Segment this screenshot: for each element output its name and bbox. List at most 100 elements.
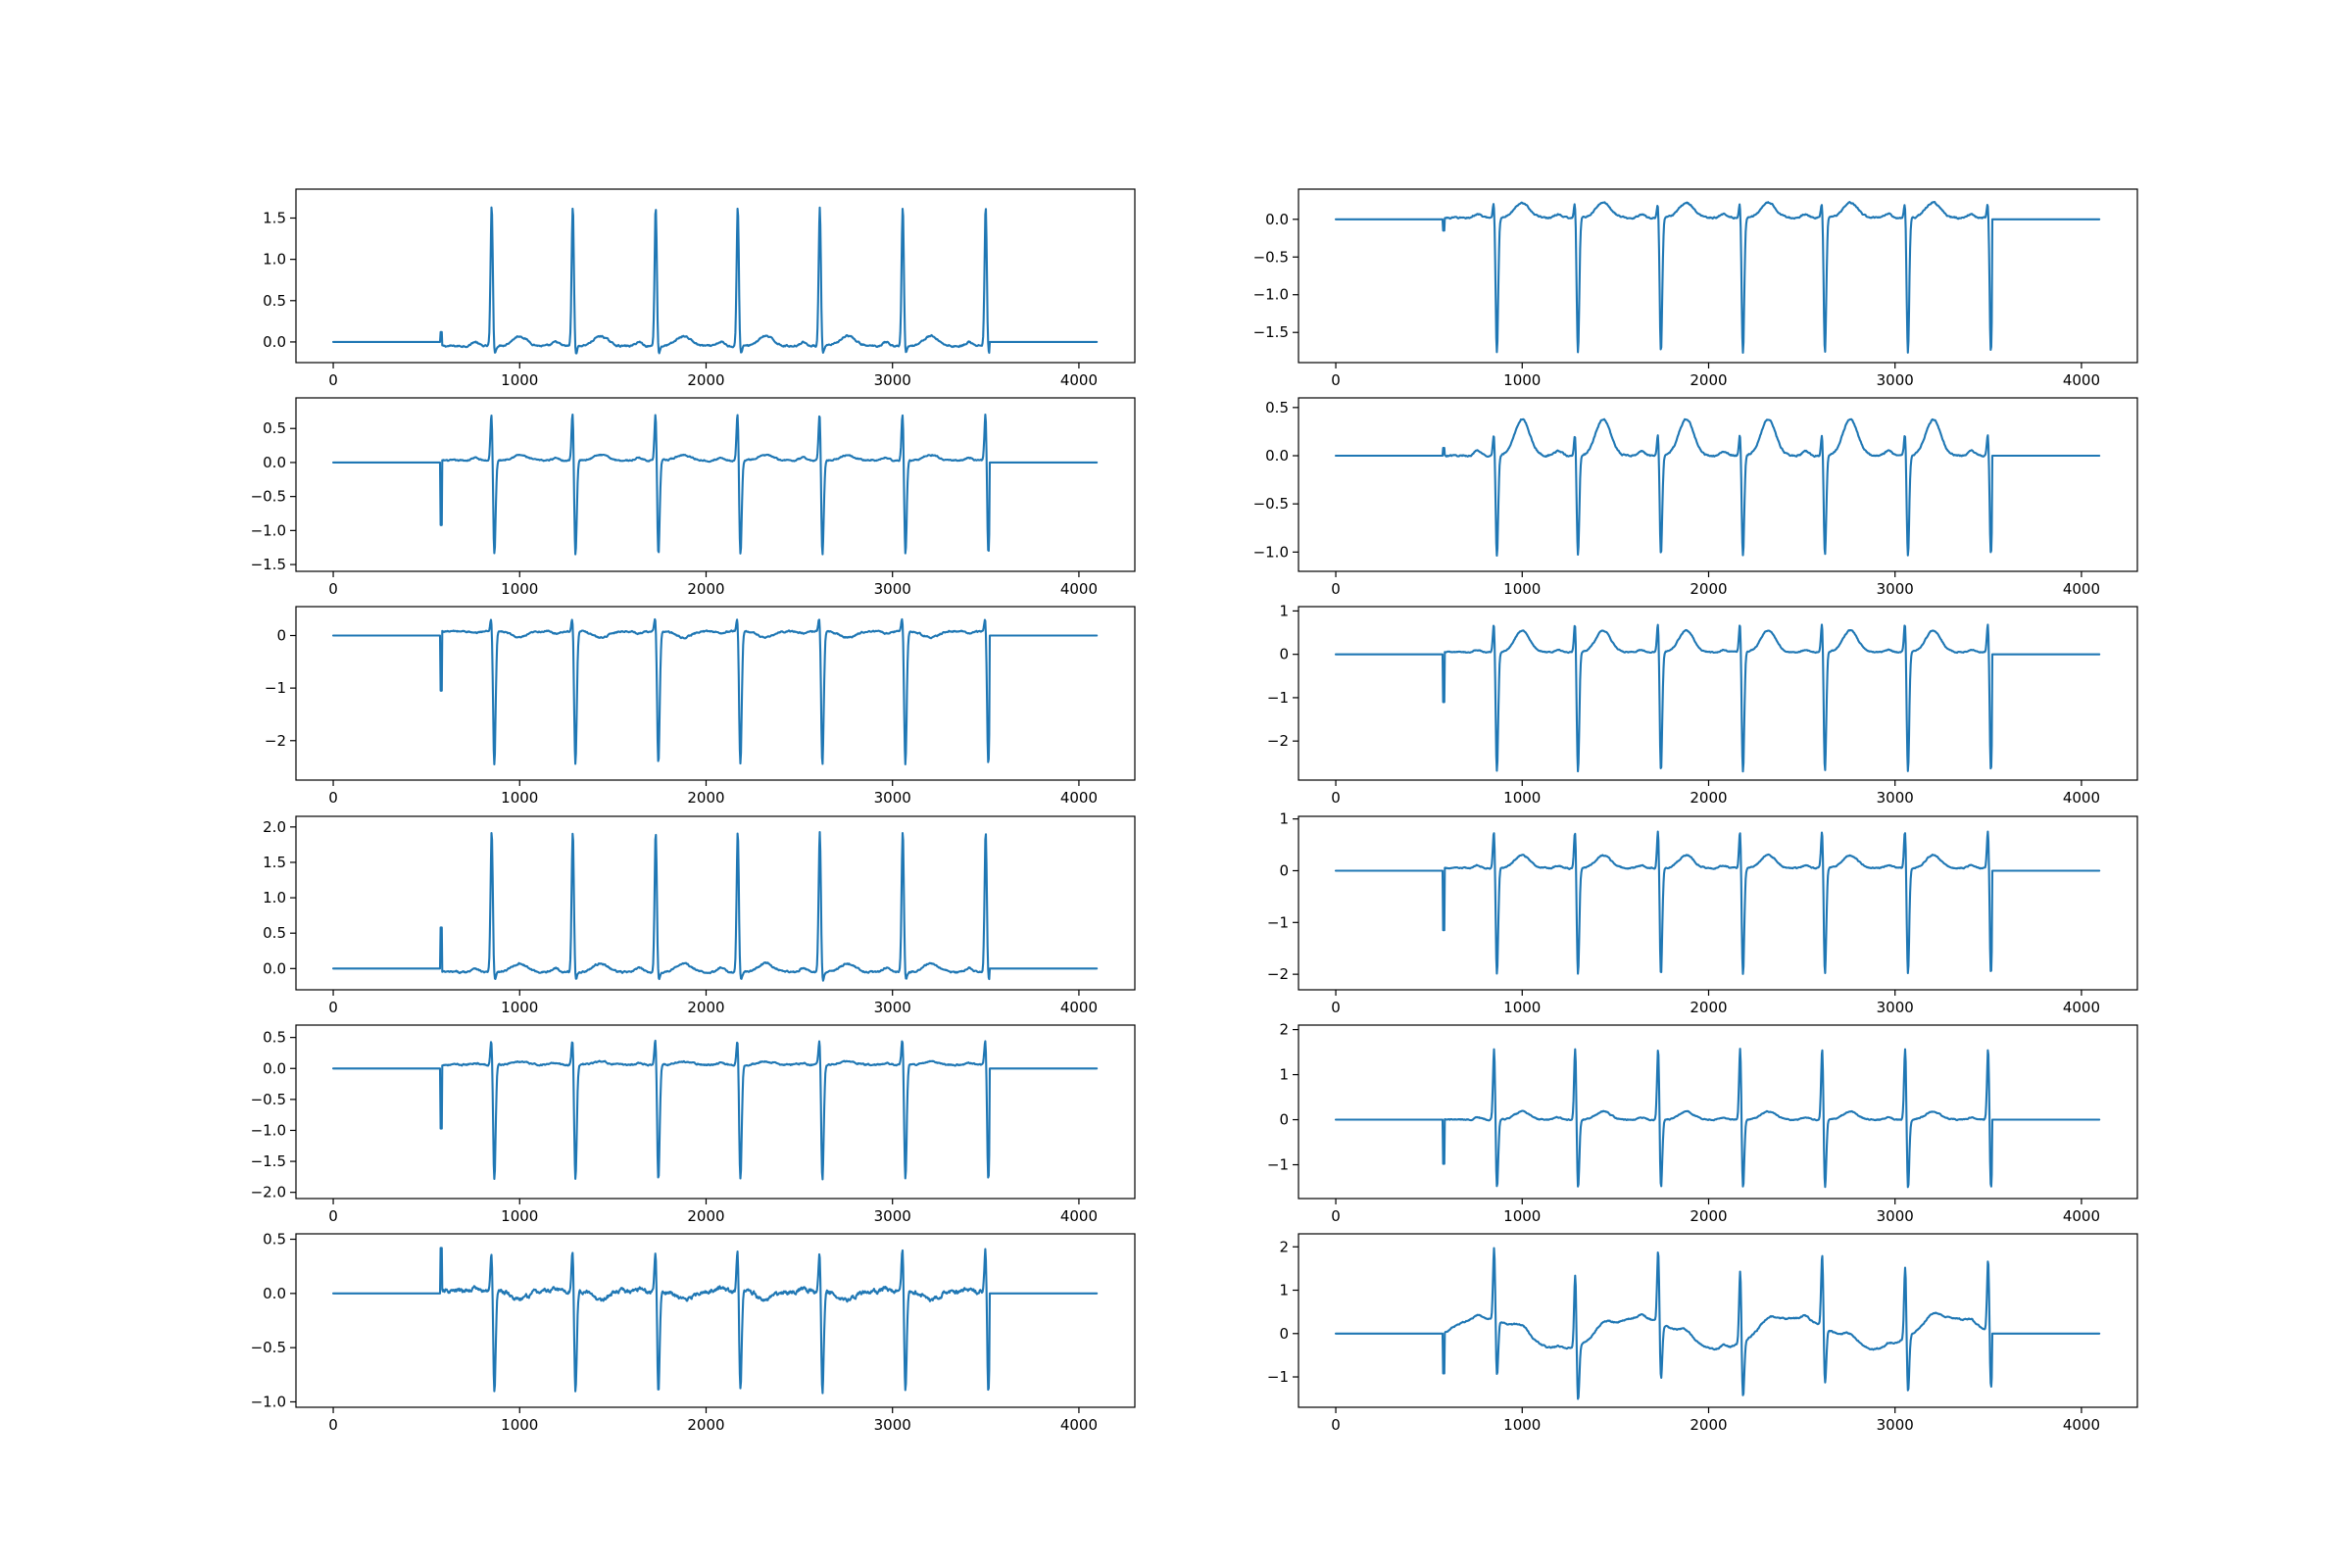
y-tick-label: −2.0 [251, 1184, 286, 1201]
y-tick-label: 0 [1279, 1111, 1289, 1129]
y-tick-label: 0.0 [263, 454, 286, 471]
x-tick-label: 3000 [874, 580, 911, 598]
y-tick-label: −1 [1267, 689, 1289, 707]
y-tick-label: −2 [1267, 965, 1289, 983]
x-tick-label: 3000 [1877, 371, 1914, 389]
y-tick-label: −1.0 [251, 1393, 286, 1410]
y-tick-label: 0 [1279, 1325, 1289, 1343]
y-tick-label: 1.5 [263, 210, 286, 227]
x-tick-label: 1000 [501, 1416, 538, 1434]
x-tick-label: 3000 [1877, 1416, 1914, 1434]
y-tick-label: −1.5 [251, 556, 286, 573]
y-tick-label: −2 [1267, 732, 1289, 750]
y-tick-label: −1.0 [251, 1121, 286, 1139]
x-tick-label: 2000 [687, 580, 724, 598]
y-tick-label: 0.5 [263, 1029, 286, 1047]
x-tick-label: 3000 [874, 1207, 911, 1225]
y-tick-label: 0.0 [263, 1059, 286, 1077]
x-tick-label: 0 [328, 580, 338, 598]
x-tick-label: 3000 [1877, 580, 1914, 598]
x-tick-label: 4000 [2063, 789, 2100, 807]
y-tick-label: 0 [1279, 646, 1289, 663]
y-tick-label: −0.5 [1253, 248, 1289, 266]
x-tick-label: 2000 [687, 1416, 724, 1434]
y-tick-label: 1.0 [263, 251, 286, 269]
x-tick-label: 1000 [1503, 1416, 1541, 1434]
y-tick-label: 0.0 [263, 333, 286, 351]
x-tick-label: 1000 [501, 580, 538, 598]
y-tick-label: 0.5 [263, 292, 286, 310]
y-tick-label: −2 [265, 732, 286, 750]
x-tick-label: 1000 [501, 789, 538, 807]
x-tick-label: 1000 [501, 371, 538, 389]
y-tick-label: 0.0 [1265, 447, 1289, 465]
y-tick-label: −1 [1267, 1368, 1289, 1386]
x-tick-label: 4000 [1060, 580, 1098, 598]
x-tick-label: 3000 [874, 371, 911, 389]
x-tick-label: 2000 [1690, 1207, 1727, 1225]
y-tick-label: 2 [1279, 1021, 1289, 1039]
x-tick-label: 3000 [1877, 1207, 1914, 1225]
x-tick-label: 0 [328, 1207, 338, 1225]
y-tick-label: −1 [265, 679, 286, 697]
y-tick-label: 0.5 [263, 924, 286, 942]
x-tick-label: 0 [328, 999, 338, 1016]
x-tick-label: 2000 [687, 789, 724, 807]
x-tick-label: 4000 [1060, 371, 1098, 389]
x-tick-label: 4000 [1060, 999, 1098, 1016]
x-tick-label: 1000 [1503, 999, 1541, 1016]
y-tick-label: 0.5 [263, 1231, 286, 1249]
y-tick-label: 2 [1279, 1238, 1289, 1255]
y-tick-label: −1.0 [1253, 286, 1289, 304]
x-tick-label: 0 [1331, 999, 1341, 1016]
x-tick-label: 4000 [2063, 1416, 2100, 1434]
x-tick-label: 2000 [1690, 580, 1727, 598]
x-tick-label: 1000 [501, 1207, 538, 1225]
x-tick-label: 4000 [2063, 580, 2100, 598]
y-tick-label: 0 [276, 627, 286, 645]
x-tick-label: 3000 [1877, 789, 1914, 807]
x-tick-label: 3000 [874, 999, 911, 1016]
y-tick-label: 0.0 [1265, 211, 1289, 228]
x-tick-label: 4000 [2063, 1207, 2100, 1225]
x-tick-label: 2000 [687, 999, 724, 1016]
y-tick-label: −0.5 [1253, 495, 1289, 513]
x-tick-label: 0 [1331, 789, 1341, 807]
x-tick-label: 4000 [1060, 1416, 1098, 1434]
x-tick-label: 0 [1331, 1207, 1341, 1225]
y-tick-label: −0.5 [251, 1091, 286, 1108]
x-tick-label: 1000 [501, 999, 538, 1016]
x-tick-label: 1000 [1503, 1207, 1541, 1225]
x-tick-label: 0 [328, 1416, 338, 1434]
x-tick-label: 2000 [1690, 789, 1727, 807]
x-tick-label: 1000 [1503, 580, 1541, 598]
y-tick-label: −1.5 [251, 1152, 286, 1170]
y-tick-label: −1.0 [251, 521, 286, 539]
x-tick-label: 2000 [687, 1207, 724, 1225]
y-tick-label: 0.5 [1265, 399, 1289, 416]
y-tick-label: 0.0 [263, 1285, 286, 1302]
x-tick-label: 3000 [874, 1416, 911, 1434]
y-tick-label: 2.0 [263, 818, 286, 836]
y-tick-label: 0.0 [263, 959, 286, 977]
y-tick-label: −1 [1267, 1156, 1289, 1174]
x-tick-label: 2000 [1690, 999, 1727, 1016]
y-tick-label: −1.5 [1253, 323, 1289, 341]
y-tick-label: 1.0 [263, 889, 286, 906]
x-tick-label: 4000 [1060, 789, 1098, 807]
x-tick-label: 2000 [1690, 1416, 1727, 1434]
x-tick-label: 4000 [2063, 371, 2100, 389]
x-tick-label: 2000 [1690, 371, 1727, 389]
x-tick-label: 3000 [874, 789, 911, 807]
y-tick-label: −0.5 [251, 488, 286, 506]
x-tick-label: 4000 [1060, 1207, 1098, 1225]
x-tick-label: 3000 [1877, 999, 1914, 1016]
y-tick-label: −0.5 [251, 1339, 286, 1356]
y-tick-label: 0 [1279, 861, 1289, 879]
y-tick-label: 0.5 [263, 419, 286, 437]
x-tick-label: 1000 [1503, 371, 1541, 389]
x-tick-label: 1000 [1503, 789, 1541, 807]
y-tick-label: −1.0 [1253, 543, 1289, 561]
y-tick-label: 1 [1279, 1066, 1289, 1084]
